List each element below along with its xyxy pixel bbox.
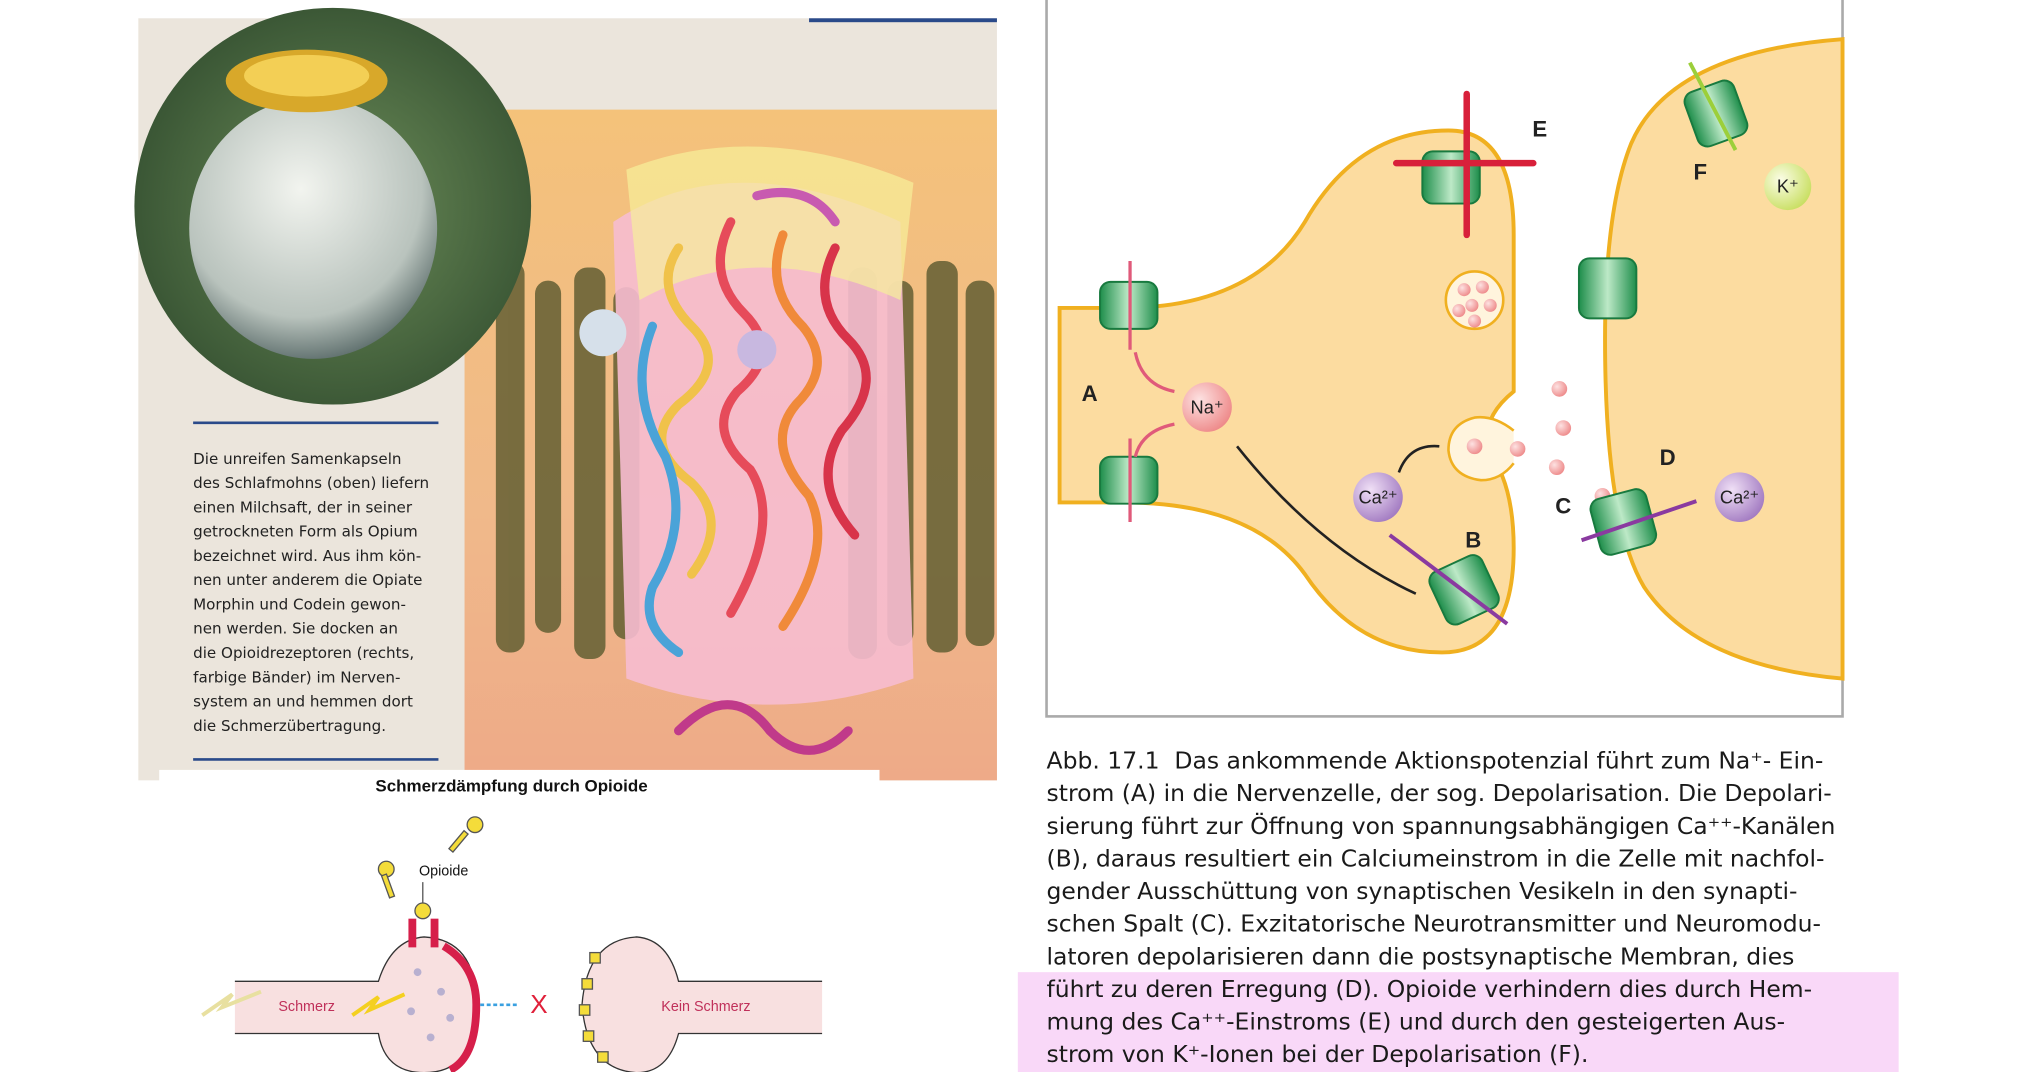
caption-line: führt zu deren Erregung (D). Opioide ver… (1047, 975, 1813, 1003)
ca-ion: Ca²⁺ (1358, 486, 1397, 507)
caption-line: bezeichnet wird. Aus ihm kön- (193, 547, 421, 565)
caption-line: latoren depolarisieren dann die postsyna… (1047, 942, 1795, 970)
caption-line: system an und hemmen dort (193, 693, 413, 711)
opioide-label: Opioide (419, 863, 468, 879)
caption-line: Morphin und Codein gewon- (193, 595, 406, 613)
caption-line: die Schmerzübertragung. (193, 717, 386, 735)
kein-schmerz-label: Kein Schmerz (661, 999, 750, 1015)
na-ion: Na⁺ (1191, 396, 1224, 417)
caption-line: gender Ausschüttung von synaptischen Ves… (1047, 877, 1798, 905)
caption-line: nen werden. Sie docken an (193, 620, 398, 638)
label: D (1660, 445, 1676, 470)
caption-line: die Opioidrezeptoren (rechts, (193, 644, 414, 662)
caption-line: des Schlafmohns (oben) liefern (193, 474, 429, 492)
schmerz-label: Schmerz (278, 999, 335, 1015)
caption-line: einen Milchsaft, der in seiner (193, 498, 413, 516)
caption-line: nen unter anderem die Opiate (193, 571, 422, 589)
caption-line: sierung führt zur Öffnung von spannungsa… (1047, 812, 1836, 840)
k-ion: K⁺ (1777, 176, 1799, 197)
caption-line: strom (A) in die Nervenzelle, der sog. D… (1047, 779, 1832, 807)
label: E (1532, 116, 1547, 141)
photo-caption: Die unreifen Samenkapseln des Schlafmohns… (193, 450, 429, 735)
label: B (1465, 527, 1481, 552)
caption-line: schen Spalt (C). Exzitatorische Neurotra… (1047, 910, 1821, 938)
opioid-diagram: Schmerzdämpfung durch Opioide Opioide Sc… (159, 769, 880, 1072)
highlight (1017, 972, 1899, 1072)
caption-line: farbige Bänder) im Nerven- (193, 668, 400, 686)
caption-line: mung des Ca⁺⁺-Einstroms (E) und durch de… (1047, 1008, 1786, 1036)
diagram-title: Schmerzdämpfung durch Opioide (375, 776, 647, 795)
label: A (1082, 381, 1098, 406)
synapse-diagram: Na⁺ Ca²⁺ Ca²⁺ K⁺ A B C D E F (1045, 0, 1845, 718)
magazine-photo: Die unreifen Samenkapseln des Schlafmohns… (134, 7, 997, 781)
caption-line: (B), daraus resultiert ein Calciumeinstr… (1047, 844, 1825, 872)
ca-ion: Ca²⁺ (1720, 486, 1759, 507)
caption-line: getrockneten Form als Opium (193, 523, 418, 541)
caption-line: Die unreifen Samenkapseln (193, 450, 401, 468)
figure-caption: Abb. 17.1 Das ankommende Aktionspotenzia… (1047, 747, 1836, 1069)
block-mark: X (530, 989, 547, 1019)
figure-number: Abb. 17.1 (1047, 747, 1160, 775)
label: C (1555, 493, 1571, 518)
caption-line: Das ankommende Aktionspotenzial führt zu… (1174, 747, 1823, 775)
caption-line: strom von K⁺-Ionen bei der Depolarisatio… (1047, 1040, 1589, 1068)
label: F (1694, 159, 1708, 184)
